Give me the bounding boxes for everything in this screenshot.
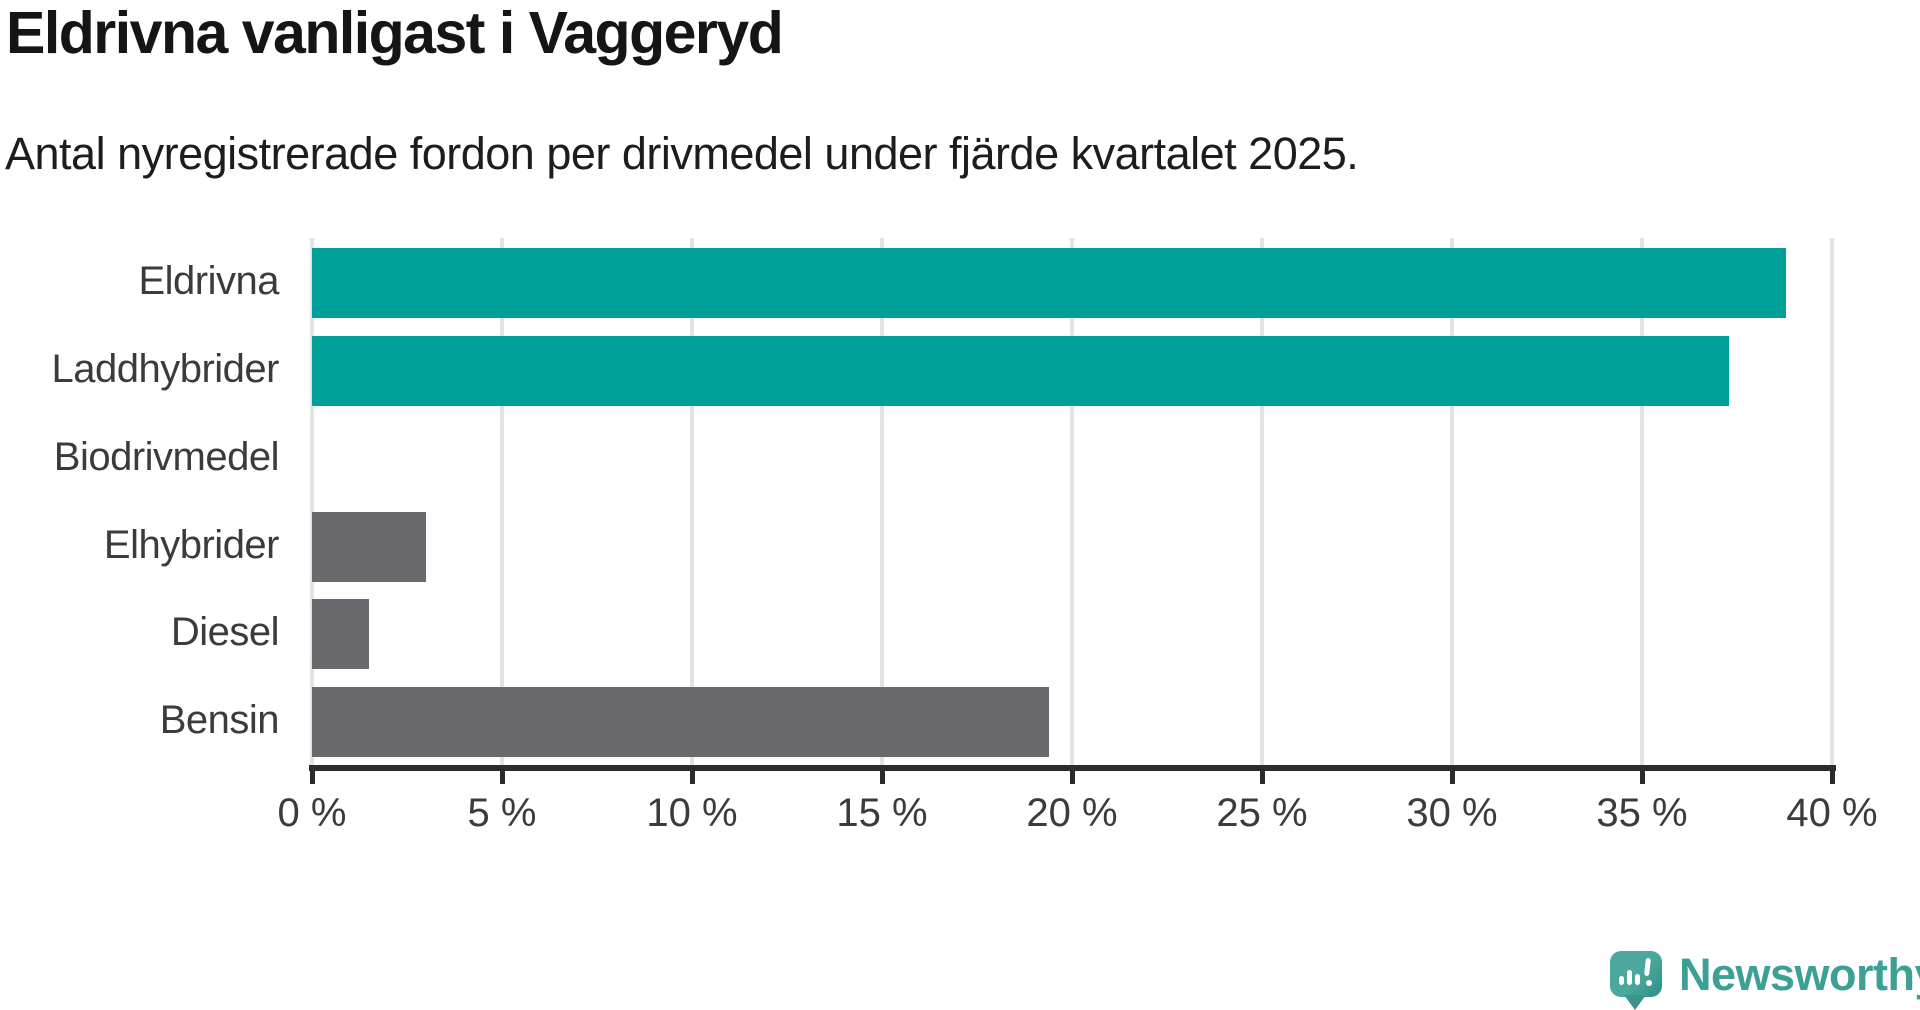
x-axis-tick-label: 25 % xyxy=(1216,791,1308,835)
bar-row-label: Laddhybrider xyxy=(51,346,280,391)
logo-chart-bar-icon xyxy=(1627,970,1632,985)
bar-row-label: Diesel xyxy=(170,610,280,655)
gridline xyxy=(310,238,314,765)
bar-chart: Eldrivna Laddhybrider Biodrivmedel Elhybrid… xyxy=(0,238,1920,878)
x-axis-tick xyxy=(500,769,505,784)
x-axis-tick-label: 30 % xyxy=(1406,791,1498,835)
bar xyxy=(312,599,369,670)
newsworthy-logo-icon xyxy=(1610,951,1662,1010)
bar-row-label: Biodrivmedel xyxy=(53,434,280,479)
chart-subtitle: Antal nyregistrerade fordon per drivmede… xyxy=(5,128,1359,179)
logo-exclamation-dot-icon xyxy=(1646,980,1652,986)
bar-row-label: Eldrivna xyxy=(138,259,279,303)
logo-exclamation-icon xyxy=(1644,957,1651,977)
x-axis-tick xyxy=(310,769,315,784)
x-axis-tick-label: 35 % xyxy=(1596,791,1688,835)
x-axis-tick-label: 10 % xyxy=(646,791,738,835)
x-axis-tick-label: 40 % xyxy=(1786,791,1878,835)
bar xyxy=(312,687,1050,758)
bar xyxy=(312,248,1787,318)
bar xyxy=(312,511,426,582)
chart-title: Eldrivna vanligast i Vaggeryd xyxy=(6,0,784,66)
newsworthy-logo: Newsworthy xyxy=(1610,949,1920,1010)
x-axis-tick xyxy=(690,769,695,784)
x-axis-tick-label: 0 % xyxy=(277,791,347,835)
x-axis-tick xyxy=(1450,769,1455,784)
x-axis-tick-label: 20 % xyxy=(1026,791,1118,835)
gridline xyxy=(690,238,694,765)
newsworthy-logo-text: Newsworthy xyxy=(1679,949,1920,1000)
x-axis-tick xyxy=(1070,769,1075,784)
bar-row-label: Bensin xyxy=(159,698,280,743)
x-axis-tick xyxy=(1260,769,1265,784)
bar-row-label: Elhybrider xyxy=(103,522,280,567)
x-axis-tick xyxy=(1830,769,1835,784)
x-axis-tick-label: 5 % xyxy=(467,791,537,835)
gridline xyxy=(1260,238,1264,765)
gridline xyxy=(1450,238,1454,765)
logo-chart-bar-icon xyxy=(1635,974,1640,985)
x-axis-line xyxy=(309,765,1836,771)
x-axis-tick-label: 15 % xyxy=(836,791,928,835)
gridline xyxy=(1830,238,1834,765)
gridline xyxy=(880,238,884,765)
x-axis-tick xyxy=(880,769,885,784)
gridline xyxy=(500,238,504,765)
gridline xyxy=(1640,238,1644,765)
x-axis-tick xyxy=(1640,769,1645,784)
bar xyxy=(312,335,1730,406)
gridline xyxy=(1070,238,1074,765)
logo-chart-bar-icon xyxy=(1619,976,1624,985)
